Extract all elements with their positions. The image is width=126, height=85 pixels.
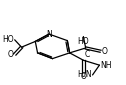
Text: HO: HO [2,35,13,44]
Text: O: O [80,73,86,82]
Text: O: O [8,50,13,59]
Text: C: C [85,50,90,59]
Text: HO: HO [78,37,89,46]
Text: O: O [102,47,108,56]
Text: N: N [46,30,52,39]
Text: H₂N: H₂N [77,70,91,79]
Text: NH: NH [101,61,112,70]
